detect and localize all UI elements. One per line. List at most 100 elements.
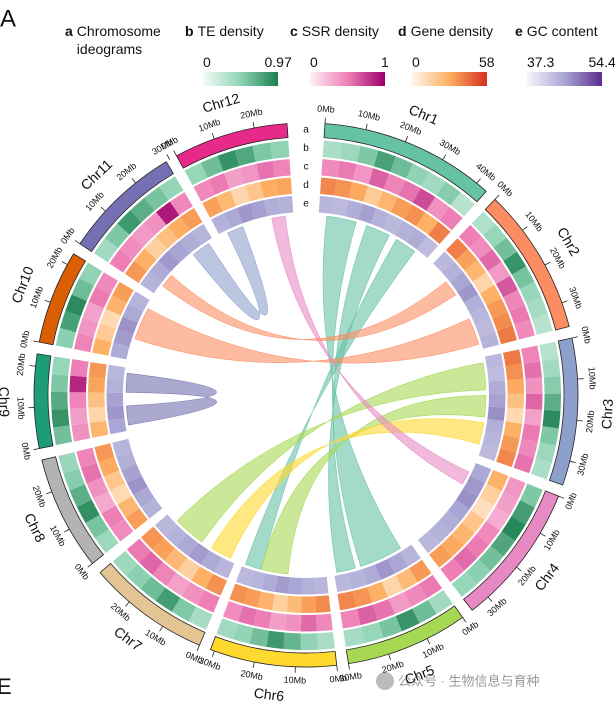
tick-label: 0Mb <box>460 619 480 637</box>
heat-cell <box>288 577 303 595</box>
heat-cell <box>339 142 361 163</box>
heat-cell <box>126 475 148 496</box>
link-ribbon <box>162 275 457 341</box>
tick-mark <box>211 650 215 657</box>
heat-cell <box>469 306 491 326</box>
heat-cell <box>193 179 216 202</box>
tick-label: 30Mb <box>339 670 363 683</box>
chromosome-label: Chr9 <box>0 387 13 418</box>
heat-cell <box>184 162 208 186</box>
heat-cell <box>525 377 543 394</box>
heat-cell <box>168 240 190 263</box>
tick-mark <box>44 299 51 303</box>
heat-cell <box>86 477 109 499</box>
heat-cell <box>239 163 260 184</box>
tick-label: 0Mb <box>329 673 348 685</box>
tick-label: 20Mb <box>31 484 48 509</box>
heat-cell <box>164 548 188 572</box>
heat-cell <box>390 156 414 179</box>
legend-key: e <box>515 23 523 39</box>
heat-cell <box>457 282 479 303</box>
heat-cell <box>361 622 384 644</box>
heat-cell <box>524 408 543 427</box>
legend-name: SSR density <box>301 23 379 39</box>
tick-label: 0Mb <box>18 330 31 349</box>
tick-label: 10Mb <box>143 627 167 647</box>
heat-cell <box>495 492 519 516</box>
tick-mark <box>336 665 338 672</box>
heat-cell <box>418 574 443 599</box>
heat-cell <box>216 618 238 640</box>
heat-cell <box>234 145 256 166</box>
heat-cell <box>506 378 524 394</box>
heat-cell <box>378 616 402 638</box>
tick-mark <box>462 617 467 623</box>
heat-cell <box>374 558 395 580</box>
heat-cell <box>191 566 214 589</box>
tick-mark <box>348 663 350 670</box>
chromosome-label: Chr6 <box>253 685 285 705</box>
heat-cell <box>113 329 134 347</box>
heat-cell <box>154 514 177 537</box>
heat-cell <box>95 272 118 295</box>
heat-cell <box>270 140 290 159</box>
scale-max: 0.97 <box>264 54 292 70</box>
heat-cell <box>53 425 73 446</box>
heat-cell <box>257 591 275 611</box>
heat-cell <box>479 285 502 306</box>
heat-cell <box>110 518 134 542</box>
heat-cell <box>497 325 517 345</box>
heat-cell <box>76 447 97 468</box>
heat-cell <box>105 295 127 316</box>
heat-cell <box>316 613 333 632</box>
heat-cell <box>433 251 455 273</box>
scale-max: 58 <box>479 54 495 70</box>
heat-cell <box>409 559 432 583</box>
heat-cell <box>316 631 335 650</box>
heat-cell <box>139 550 164 575</box>
heat-cell <box>472 272 495 294</box>
heat-cell <box>314 576 329 595</box>
heat-cell <box>252 142 273 162</box>
tick-mark <box>516 566 522 572</box>
heat-cell <box>519 281 542 304</box>
heat-cell <box>121 463 142 483</box>
chromosome-label: Chr7 <box>111 623 145 654</box>
tick-label: 20Mb <box>240 668 264 682</box>
heat-cell <box>321 159 340 178</box>
tick-mark <box>405 136 409 142</box>
heat-cell <box>156 201 180 225</box>
heat-cell <box>495 275 518 298</box>
tick-label: 20Mb <box>584 410 596 433</box>
tick-mark <box>87 563 93 568</box>
track-letter: a <box>303 125 309 136</box>
heat-cell <box>284 614 302 632</box>
tick-label: 10Mb <box>197 117 222 134</box>
heat-cell <box>188 606 213 630</box>
heat-cell <box>140 272 162 294</box>
heat-cell <box>169 192 193 216</box>
heat-cell <box>77 317 99 338</box>
heat-cell <box>110 483 132 505</box>
ideogram <box>345 605 464 665</box>
heat-cell <box>511 266 535 290</box>
heat-cell <box>412 599 437 624</box>
heat-cell <box>478 443 499 461</box>
heat-cell <box>390 197 412 219</box>
heat-cell <box>140 526 164 550</box>
heat-cell <box>245 181 264 202</box>
heat-cell <box>167 216 191 240</box>
link-ribbon <box>125 372 217 426</box>
tick-label: 10Mb <box>83 190 106 213</box>
heat-cell <box>479 483 502 506</box>
tick-mark <box>576 420 583 422</box>
heat-cell <box>117 210 142 235</box>
tick-mark <box>125 601 130 607</box>
heat-cell <box>464 294 485 314</box>
heat-cell <box>58 452 80 474</box>
legend-key: b <box>185 23 194 39</box>
heat-cell <box>334 179 353 199</box>
heat-cell <box>142 212 167 236</box>
tick-label: 0Mb <box>73 562 92 582</box>
ideogram <box>38 253 87 346</box>
